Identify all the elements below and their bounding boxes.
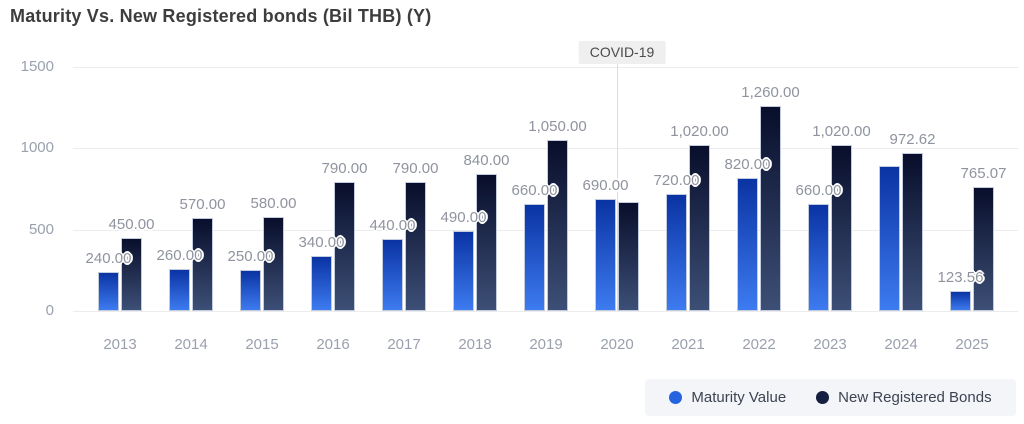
value-label-maturity-2025: 123.56	[937, 268, 984, 286]
gridline-y-1000	[73, 148, 1018, 150]
bar-maturity-2015[interactable]	[240, 270, 261, 311]
bar-registered-2015[interactable]	[263, 216, 284, 311]
value-label-maturity-2020: 690.00	[582, 176, 629, 194]
bar-maturity-2025[interactable]	[950, 290, 971, 311]
legend-label-maturity-value: Maturity Value	[691, 389, 787, 406]
value-label-maturity-2023: 660.00	[795, 181, 842, 199]
x-axis-tick-2023: 2023	[813, 336, 847, 353]
chart-legend: Maturity Value New Registered Bonds	[645, 379, 1016, 416]
legend-label-new-registered-bonds: New Registered Bonds	[838, 389, 992, 406]
bar-maturity-2021[interactable]	[666, 193, 687, 311]
x-axis-tick-2013: 2013	[103, 336, 137, 353]
bar-registered-2025[interactable]	[973, 186, 994, 311]
value-label-registered-2025: 765.07	[960, 164, 1007, 182]
value-label-maturity-2022: 820.00	[724, 155, 771, 173]
bar-maturity-2023[interactable]	[808, 203, 829, 311]
bar-maturity-2013[interactable]	[98, 271, 119, 311]
covid-annotation-label: COVID-19	[578, 41, 666, 64]
gridline-y-1500	[73, 67, 1018, 68]
x-axis-tick-2014: 2014	[174, 336, 208, 353]
value-label-maturity-2017: 440.00	[369, 217, 416, 235]
x-axis-tick-2021: 2021	[671, 336, 705, 353]
new-registered-bonds-dot-icon	[816, 391, 830, 404]
bar-maturity-2017[interactable]	[382, 239, 403, 311]
y-axis-tick-0: 0	[45, 302, 54, 319]
value-label-registered-2017: 790.00	[392, 160, 439, 178]
bar-maturity-2019[interactable]	[524, 203, 545, 311]
value-label-maturity-2016: 340.00	[298, 233, 345, 251]
bar-maturity-2022[interactable]	[737, 177, 758, 311]
x-axis-tick-2025: 2025	[955, 336, 989, 353]
maturity-value-dot-icon	[669, 391, 683, 404]
value-label-maturity-2014: 260.00	[156, 246, 203, 264]
gridline-y-500	[73, 229, 1018, 231]
x-axis-tick-2016: 2016	[316, 336, 350, 353]
x-axis-tick-2020: 2020	[600, 336, 634, 353]
x-axis-tick-2018: 2018	[458, 336, 492, 353]
bar-registered-2016[interactable]	[334, 182, 355, 311]
bar-registered-2019[interactable]	[547, 140, 568, 311]
value-label-maturity-2019: 660.00	[511, 181, 558, 199]
y-axis-tick-500: 500	[28, 220, 54, 238]
bar-maturity-2016[interactable]	[311, 255, 332, 311]
value-label-registered-2013: 450.00	[108, 215, 155, 233]
bar-registered-2020[interactable]	[618, 202, 639, 311]
bar-registered-2021[interactable]	[689, 145, 710, 311]
bar-maturity-2020[interactable]	[595, 198, 616, 311]
bar-registered-2022[interactable]	[760, 106, 781, 311]
value-label-registered-2022: 1,260.00	[741, 84, 800, 102]
bar-registered-2014[interactable]	[192, 218, 213, 311]
bar-registered-2013[interactable]	[121, 237, 142, 311]
value-label-maturity-2015: 250.00	[227, 248, 274, 266]
value-label-registered-2016: 790.00	[321, 160, 368, 178]
value-label-registered-2024: 972.62	[889, 130, 936, 148]
value-label-registered-2023: 1,020.00	[812, 123, 871, 141]
bar-maturity-2018[interactable]	[453, 231, 474, 311]
value-label-maturity-2021: 720.00	[653, 171, 700, 189]
bar-maturity-2024[interactable]	[879, 166, 900, 311]
bar-registered-2017[interactable]	[405, 182, 426, 311]
x-axis-tick-2017: 2017	[387, 336, 421, 353]
covid-annotation-line	[617, 63, 618, 311]
value-label-maturity-2018: 490.00	[440, 209, 487, 227]
x-axis-tick-2019: 2019	[529, 336, 563, 353]
value-label-registered-2021: 1,020.00	[670, 123, 729, 141]
bar-maturity-2014[interactable]	[169, 268, 190, 311]
value-label-registered-2018: 840.00	[463, 152, 510, 170]
legend-item-new-registered-bonds[interactable]: New Registered Bonds	[816, 389, 992, 406]
chart-title: Maturity Vs. New Registered bonds (Bil T…	[10, 6, 432, 26]
y-axis-tick-1500: 1500	[20, 58, 54, 75]
value-label-registered-2015: 580.00	[250, 194, 297, 212]
gridline-y-0	[73, 311, 1018, 312]
x-axis-tick-2024: 2024	[884, 336, 918, 353]
value-label-maturity-2013: 240.00	[85, 249, 132, 267]
value-label-registered-2014: 570.00	[179, 196, 226, 214]
bar-registered-2018[interactable]	[476, 174, 497, 311]
x-axis-tick-2015: 2015	[245, 336, 279, 353]
value-label-registered-2019: 1,050.00	[528, 118, 587, 136]
legend-item-maturity-value[interactable]: Maturity Value	[669, 389, 786, 406]
y-axis-tick-1000: 1000	[20, 139, 54, 157]
x-axis-tick-2022: 2022	[742, 336, 776, 353]
bar-registered-2023[interactable]	[831, 145, 852, 311]
bar-registered-2024[interactable]	[902, 152, 923, 311]
